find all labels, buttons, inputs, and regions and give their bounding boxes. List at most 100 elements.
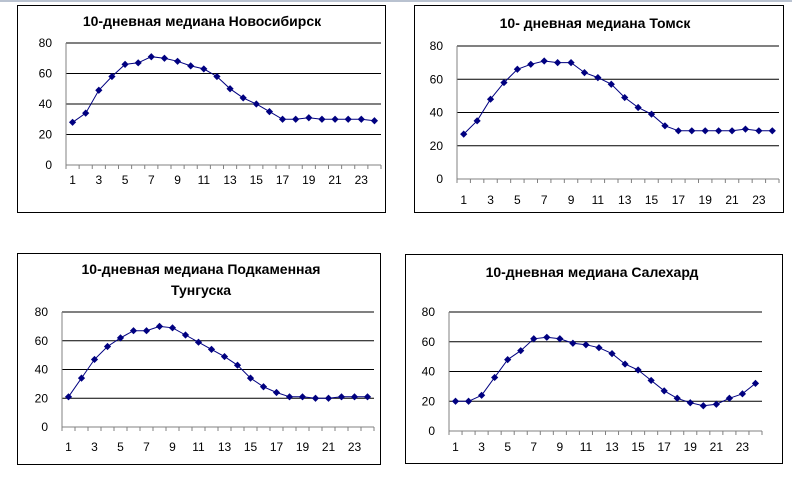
x-tick-label: 15 [631,440,645,454]
x-tick-label: 5 [122,173,129,187]
x-tick-label: 23 [752,193,766,207]
y-tick-label: 60 [422,335,436,349]
data-point [543,333,551,341]
x-tick-label: 13 [223,173,237,187]
x-tick-label: 3 [487,193,494,207]
data-point [318,115,326,123]
y-tick-label: 80 [422,305,436,319]
x-tick-label: 5 [117,440,124,454]
data-point [478,391,486,399]
data-point [259,383,268,391]
data-point [64,393,73,401]
x-tick-label: 23 [355,173,369,187]
data-point [181,331,190,339]
data-point [473,117,481,125]
x-tick-label: 21 [328,173,342,187]
x-tick-label: 17 [672,193,686,207]
data-point [155,322,164,330]
y-tick-label: 80 [35,305,49,319]
data-point [504,356,512,364]
data-point [285,393,294,401]
data-point [278,115,287,123]
x-tick-label: 17 [658,440,672,454]
data-point [207,345,216,353]
data-point [725,394,733,402]
data-point [688,127,696,135]
series-line [68,325,368,399]
data-point [701,127,709,135]
x-tick-label: 15 [645,193,659,207]
data-point [527,60,535,68]
data-point [68,118,77,126]
x-tick-label: 7 [530,440,537,454]
data-point [755,127,763,135]
x-tick-label: 1 [65,440,72,454]
chart-svg: 10-дневная медиана Новосибирск 0 20 40 60 80 1… [39,13,382,187]
data-point [594,73,602,82]
data-point [173,57,182,65]
data-point [674,127,682,135]
data-point [292,115,300,123]
x-tick-label: 7 [143,440,150,454]
data-point [350,393,359,401]
data-point [121,60,129,68]
x-tick-label: 7 [148,173,155,187]
data-point [580,69,589,77]
y-tick-label: 0 [428,424,435,438]
data-point [337,393,346,401]
chart-title: 10-дневная медиана Новосибирск [83,13,322,29]
chart-novosibirsk: 10-дневная медиана Новосибирск 0 20 40 60 80 1… [17,5,386,213]
x-tick-label: 11 [198,173,211,187]
y-tick-label: 80 [39,36,53,50]
data-point [699,402,707,410]
x-tick-label: 17 [270,440,284,454]
data-point [147,53,155,61]
data-point [451,397,460,405]
x-tick-label: 7 [541,193,548,207]
data-point [363,393,372,401]
data-point [715,127,723,135]
data-point [621,360,629,368]
y-tick-label: 20 [430,139,444,153]
data-point [567,59,575,67]
data-point [728,127,736,135]
x-tick-label: 3 [91,440,98,454]
data-point [305,114,313,122]
data-point [108,72,116,81]
y-tick-label: 20 [422,394,436,408]
y-tick-label: 80 [430,39,444,53]
x-tick-label: 3 [95,173,102,187]
data-point [129,327,138,335]
chart-svg: 10-дневная медиана Подкаменная Тунгуска 0 2… [35,261,375,454]
data-point [712,400,720,408]
data-point [142,327,151,335]
x-tick-label: 9 [557,440,564,454]
data-point [213,72,221,81]
x-tick-label: 19 [296,440,310,454]
data-point [540,57,548,65]
x-tick-label: 1 [460,193,467,207]
data-point [77,374,86,382]
x-tick-label: 21 [322,440,336,454]
data-point [370,117,379,125]
data-point [554,59,562,67]
chart-podkamennaya-tunguska: 10-дневная медиана Подкаменная Тунгуска 0 2… [17,253,381,465]
y-tick-label: 20 [35,391,49,405]
x-tick-label: 9 [568,193,575,207]
x-tick-label: 23 [348,440,362,454]
x-tick-label: 21 [710,440,724,454]
data-point [595,344,603,352]
data-point [686,399,694,407]
data-point [194,338,203,346]
data-point [265,108,274,116]
data-point [331,115,339,123]
x-tick-label: 19 [302,173,316,187]
x-tick-label: 19 [684,440,698,454]
data-point [464,397,473,405]
x-tick-label: 17 [276,173,290,187]
y-tick-label: 0 [436,172,443,186]
data-point [160,54,169,62]
chart-title: 10-дневная медиана Салехард [486,264,699,280]
